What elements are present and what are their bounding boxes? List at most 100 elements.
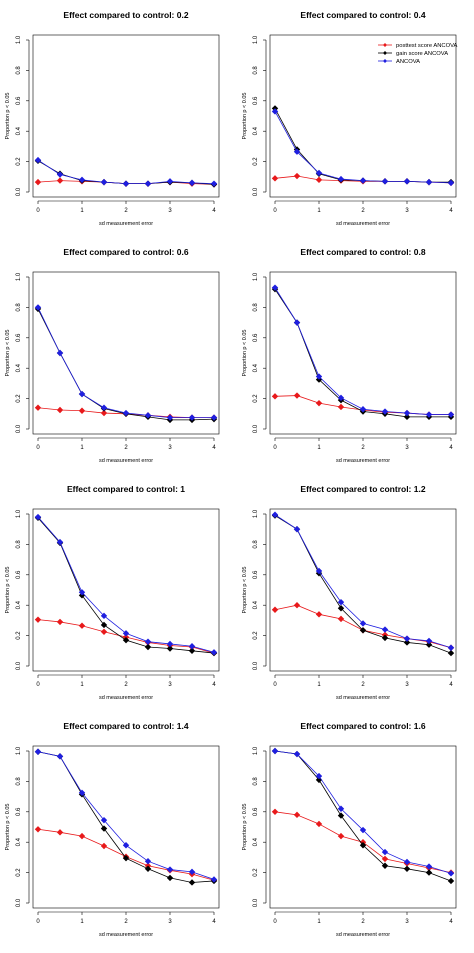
y-tick-label: 0.2: [253, 157, 259, 166]
panel-title: Effect compared to control: 0.6: [63, 247, 188, 257]
x-tick-label: 3: [168, 682, 172, 688]
data-point-ancova: [56, 538, 64, 546]
chart-panel-8: Effect compared to control: 1.6 0 1 2 3 4 sd m…: [242, 721, 457, 938]
data-point-gain: [403, 865, 411, 872]
data-point-gain: [144, 643, 152, 651]
x-tick-label: 2: [361, 682, 365, 688]
data-point-posttest: [315, 399, 323, 407]
x-tick-label: 4: [212, 919, 216, 925]
data-point-gain: [100, 621, 108, 629]
chart-panel-7: Effect compared to control: 1.4 0 1 2 3 4 sd m…: [5, 721, 220, 938]
x-axis-label: sd measurement error: [99, 458, 153, 464]
data-point-ancova: [122, 630, 130, 637]
data-point-ancova: [144, 180, 152, 187]
data-point-ancova: [56, 753, 64, 760]
x-tick-label: 1: [80, 208, 84, 214]
x-tick-label: 3: [405, 919, 409, 925]
data-point-ancova: [188, 414, 196, 421]
x-axis-label: sd measurement error: [99, 695, 153, 701]
data-point-gain: [381, 634, 389, 642]
y-tick-label: 1.0: [16, 746, 22, 755]
series-line-ancova: [274, 750, 452, 874]
data-point-ancova: [425, 637, 433, 645]
y-axis-label: Proportion p < 0.05: [5, 804, 11, 851]
plot-frame: [269, 271, 457, 435]
data-point-gain: [403, 639, 411, 646]
data-point-posttest: [271, 175, 279, 182]
x-axis-label: sd measurement error: [336, 221, 390, 227]
y-tick-label: 0.8: [253, 303, 259, 312]
data-point-posttest: [315, 820, 323, 828]
x-tick-label: 3: [168, 919, 172, 925]
series-ancova: [34, 156, 218, 187]
y-tick-label: 1.0: [16, 272, 22, 281]
x-tick-label: 0: [273, 208, 277, 214]
data-point-ancova: [381, 626, 389, 633]
data-point-ancova: [144, 412, 152, 419]
series-line-gain: [37, 308, 215, 421]
data-point-ancova: [425, 411, 433, 418]
data-point-posttest: [271, 393, 279, 400]
series-ancova: [271, 108, 455, 187]
legend: posttest score ANCOVA gain score ANCOVA AN…: [378, 43, 458, 65]
data-point-posttest: [34, 178, 42, 186]
data-point-ancova: [315, 373, 323, 380]
series-line-gain: [274, 750, 452, 882]
x-tick-label: 3: [405, 682, 409, 688]
data-point-posttest: [315, 611, 323, 618]
data-point-gain: [188, 879, 196, 886]
y-axis-label: Proportion p < 0.05: [242, 567, 248, 614]
plot-frame: [269, 34, 457, 198]
series-line-gain: [274, 108, 451, 183]
y-tick-label: 0.2: [253, 394, 259, 403]
y-tick-label: 0.2: [16, 394, 22, 403]
x-tick-label: 2: [124, 682, 128, 688]
x-tick-label: 0: [36, 682, 40, 688]
y-tick-label: 0.2: [16, 868, 22, 877]
legend-entry-ancova: ANCOVA: [396, 59, 420, 65]
data-point-ancova: [144, 638, 152, 645]
x-tick-label: 1: [80, 919, 84, 925]
panel-title: Effect compared to control: 0.4: [300, 10, 425, 20]
data-point-posttest: [56, 618, 64, 626]
y-tick-label: 0.4: [16, 600, 22, 609]
y-tick-label: 1.0: [16, 35, 22, 44]
x-tick-label: 4: [449, 208, 453, 214]
data-point-ancova: [403, 409, 411, 417]
y-tick-label: 1.0: [253, 509, 259, 518]
data-point-posttest: [34, 404, 42, 411]
series-posttest: [34, 826, 218, 884]
series-ancova: [34, 513, 218, 656]
y-tick-label: 0.0: [16, 187, 22, 196]
data-point-ancova: [293, 526, 301, 533]
x-axis-label: sd measurement error: [336, 695, 390, 701]
series-ancova: [271, 511, 455, 651]
data-point-gain: [144, 865, 152, 872]
y-tick-label: 0.8: [253, 777, 259, 786]
data-point-ancova: [315, 567, 323, 575]
y-tick-label: 0.4: [253, 837, 259, 846]
chart-panel-1: Effect compared to control: 0.2 0 1 2 3 4 sd m…: [5, 10, 220, 227]
x-tick-label: 2: [361, 445, 365, 451]
y-tick-label: 0.2: [16, 631, 22, 640]
y-tick-label: 0.8: [253, 66, 259, 75]
y-tick-label: 0.6: [16, 807, 22, 816]
y-tick-label: 0.2: [16, 157, 22, 166]
series-ancova: [34, 748, 218, 883]
x-tick-label: 3: [405, 208, 409, 214]
data-point-ancova: [381, 408, 389, 415]
y-axis-label: Proportion p < 0.05: [242, 93, 248, 140]
data-point-ancova: [100, 612, 108, 620]
x-tick-label: 4: [212, 682, 216, 688]
data-point-ancova: [381, 848, 389, 856]
chart-panel-4: Effect compared to control: 0.8 0 1 2 3 4 sd m…: [242, 247, 457, 464]
y-tick-label: 0.0: [16, 898, 22, 907]
data-point-gain: [425, 641, 433, 648]
plot-frame: [32, 34, 220, 198]
plot-frame: [32, 271, 220, 435]
data-point-ancova: [337, 805, 345, 812]
series-ancova: [34, 304, 218, 421]
data-point-posttest: [315, 176, 323, 184]
